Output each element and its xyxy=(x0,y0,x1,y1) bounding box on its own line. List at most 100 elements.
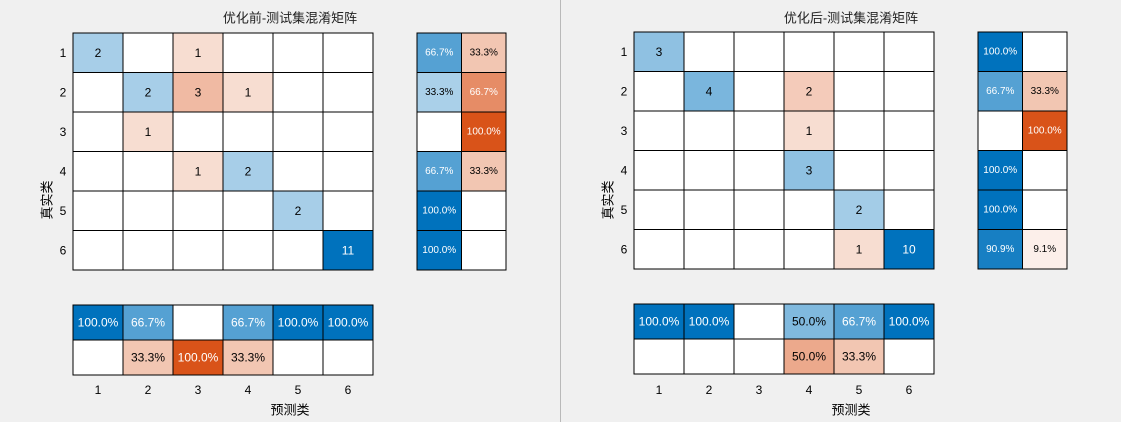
column-summary-cell xyxy=(72,339,124,376)
column-summary-cell xyxy=(733,338,785,375)
column-tick-label: 6 xyxy=(906,383,913,397)
row-tick-label: 2 xyxy=(621,84,628,98)
row-tick-label: 3 xyxy=(60,125,67,139)
row-tick-label: 4 xyxy=(60,164,67,178)
chart-title: 优化后-测试集混淆矩阵 xyxy=(784,11,918,26)
column-summary-cell xyxy=(322,304,374,341)
column-summary-value: 50.0% xyxy=(792,350,826,364)
matrix-cell xyxy=(633,150,685,191)
row-summary-value: 66.7% xyxy=(425,47,453,58)
row-summary-value: 33.3% xyxy=(425,87,453,98)
row-summary-value: 66.7% xyxy=(470,87,498,98)
row-tick-label: 6 xyxy=(621,242,628,256)
row-summary-cell xyxy=(1022,150,1068,191)
matrix-cell xyxy=(833,110,885,151)
confusion-matrix: 3 4 2 1 3 2 1 10 xyxy=(633,31,935,270)
column-tick-label: 3 xyxy=(756,383,763,397)
row-tick-label: 5 xyxy=(621,203,628,217)
row-summary-value: 100.0% xyxy=(467,126,501,137)
column-summary-value: 100.0% xyxy=(689,315,730,329)
matrix-cell-value: 3 xyxy=(195,85,202,99)
matrix-cell xyxy=(783,229,835,270)
row-summary-cell xyxy=(1022,229,1068,270)
column-summary-value: 100.0% xyxy=(889,315,930,329)
matrix-cell xyxy=(122,230,174,271)
matrix-cell xyxy=(883,229,935,270)
row-summary-cell xyxy=(461,72,507,113)
column-summary-cell xyxy=(683,338,735,375)
column-summary-cell xyxy=(783,338,835,375)
matrix-cell xyxy=(783,71,835,112)
matrix-cell xyxy=(72,230,124,271)
matrix-cell xyxy=(833,150,885,191)
matrix-cell xyxy=(72,151,124,192)
column-tick-label: 1 xyxy=(656,383,663,397)
matrix-cell xyxy=(222,151,274,192)
matrix-cell xyxy=(322,32,374,73)
matrix-cell-value: 1 xyxy=(195,46,202,60)
matrix-cell xyxy=(883,31,935,72)
matrix-cell xyxy=(272,151,324,192)
row-summary-value: 100.0% xyxy=(983,204,1017,215)
column-summary-value: 66.7% xyxy=(231,316,265,330)
matrix-cell xyxy=(683,110,735,151)
matrix-cell xyxy=(633,229,685,270)
matrix-cell-value: 2 xyxy=(806,84,813,98)
figure-divider xyxy=(560,0,561,422)
column-tick-label: 1 xyxy=(95,383,102,397)
column-summary-cell xyxy=(883,338,935,375)
row-summary-cell xyxy=(461,151,507,192)
row-summary-cell xyxy=(416,190,462,231)
y-axis-label: 真实类 xyxy=(601,180,616,219)
row-summary-value: 9.1% xyxy=(1033,244,1056,255)
column-tick-label: 5 xyxy=(856,383,863,397)
matrix-cell xyxy=(322,72,374,113)
matrix-cell xyxy=(272,230,324,271)
matrix-cell xyxy=(322,151,374,192)
matrix-cell xyxy=(222,32,274,73)
x-axis-label: 预测类 xyxy=(270,403,309,418)
matrix-cell xyxy=(322,230,374,271)
matrix-cell-value: 1 xyxy=(856,242,863,256)
column-summary-cell xyxy=(272,304,324,341)
matrix-cell xyxy=(172,111,224,152)
column-summary: 100.0% 66.7% 66.7% 100.0% 100.0% 33.3% 100.0% 3… xyxy=(72,304,374,376)
matrix-cell xyxy=(783,31,835,72)
matrix-cell xyxy=(122,111,174,152)
row-summary: 100.0% 66.7% 33.3% 100.0% 100.0% 100.0% 90.9% 9… xyxy=(977,31,1068,270)
row-summary-value: 100.0% xyxy=(422,205,456,216)
matrix-cell xyxy=(122,151,174,192)
row-summary-value: 100.0% xyxy=(983,46,1017,57)
matrix-cell xyxy=(633,71,685,112)
row-summary-cell xyxy=(977,31,1023,72)
row-summary-value: 33.3% xyxy=(470,166,498,177)
matrix-cell-value: 1 xyxy=(806,124,813,138)
row-tick-label: 2 xyxy=(60,85,67,99)
column-summary-value: 100.0% xyxy=(278,316,319,330)
matrix-cell xyxy=(322,111,374,152)
matrix-cell-value: 2 xyxy=(145,85,152,99)
matrix-cell xyxy=(883,189,935,230)
matrix-cell xyxy=(72,190,124,231)
matrix-cell xyxy=(733,189,785,230)
column-summary-value: 33.3% xyxy=(131,351,165,365)
column-summary-cell xyxy=(833,303,885,340)
matrix-cell xyxy=(72,72,124,113)
row-summary-cell xyxy=(461,190,507,231)
column-summary-cell xyxy=(322,339,374,376)
column-summary-cell xyxy=(633,338,685,375)
matrix-cell-value: 1 xyxy=(145,125,152,139)
column-summary: 100.0% 100.0% 50.0% 66.7% 100.0% 50.0% 33.3% xyxy=(633,303,935,375)
column-summary-value: 100.0% xyxy=(328,316,369,330)
row-tick-label: 6 xyxy=(60,243,67,257)
column-summary-value: 100.0% xyxy=(178,351,219,365)
row-tick-label: 5 xyxy=(60,204,67,218)
matrix-cell-value: 2 xyxy=(856,203,863,217)
matrix-cell-value: 10 xyxy=(902,242,916,256)
matrix-cell xyxy=(833,31,885,72)
matrix-cell xyxy=(733,31,785,72)
after-optimization-figure: 优化后-测试集混淆矩阵 3 4 2 1 3 2 1 10 1 2 3 4 5 6 1 2 3 4 5 6 真实类 预测类 10… xyxy=(561,0,1121,422)
row-summary-value: 33.3% xyxy=(1031,86,1059,97)
